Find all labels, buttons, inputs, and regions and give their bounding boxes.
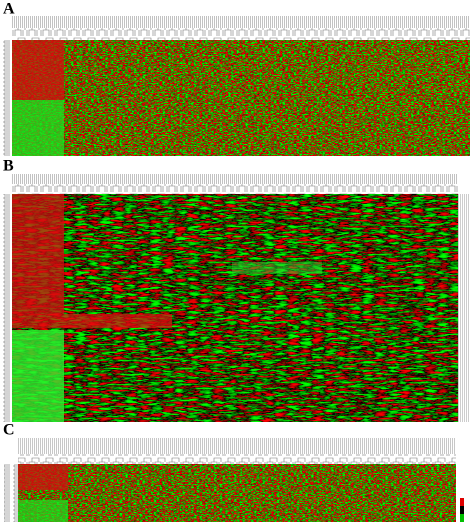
row-labels	[458, 194, 470, 422]
column-labels	[12, 174, 458, 184]
heatmap	[12, 194, 458, 422]
column-labels	[18, 438, 456, 454]
panel-label: B	[3, 157, 14, 174]
column-dendrogram	[12, 28, 470, 40]
column-dendrogram	[18, 454, 456, 464]
heatmap	[18, 464, 456, 522]
column-dendrogram	[12, 184, 458, 194]
heatmap	[12, 40, 470, 156]
row-dendrogram	[2, 40, 12, 156]
row-dendrogram	[4, 464, 18, 522]
panel-label: A	[3, 0, 15, 17]
row-dendrogram	[2, 194, 12, 422]
color-legend	[460, 498, 464, 522]
panel-label: C	[3, 421, 15, 438]
column-labels	[12, 16, 470, 28]
